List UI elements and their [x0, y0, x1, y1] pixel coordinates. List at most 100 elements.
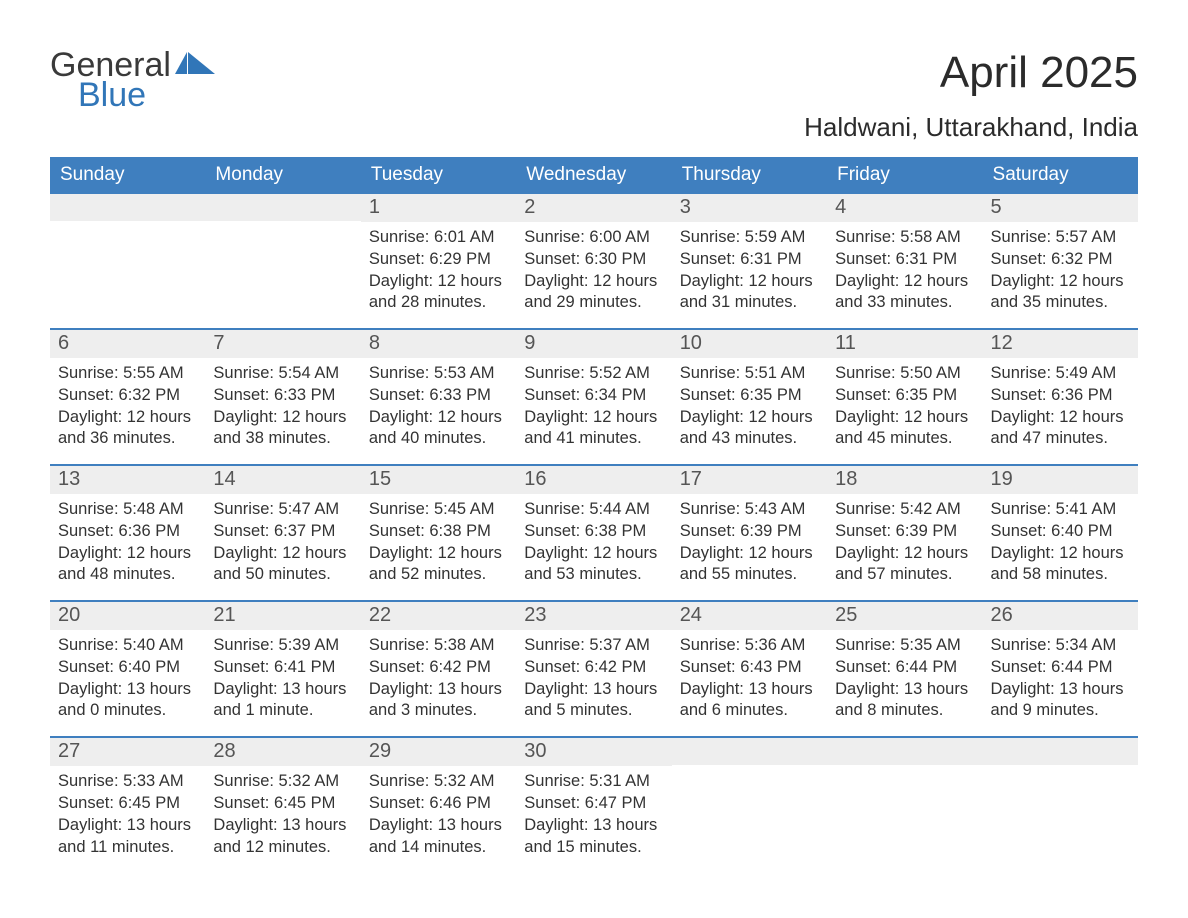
sunset-label: Sunset: 6:40 PM: [58, 657, 197, 679]
day-cell: 21Sunrise: 5:39 AMSunset: 6:41 PMDayligh…: [205, 602, 360, 736]
daylight-label: Daylight: 13 hours and 15 minutes.: [524, 815, 663, 859]
logo-flag-icon: [175, 52, 217, 82]
sunset-label: Sunset: 6:30 PM: [524, 249, 663, 271]
day-number: 24: [672, 602, 827, 630]
day-number: 29: [361, 738, 516, 766]
daylight-label: Daylight: 12 hours and 28 minutes.: [369, 271, 508, 315]
daylight-label: Daylight: 12 hours and 47 minutes.: [991, 407, 1130, 451]
col-wednesday: Wednesday: [516, 157, 671, 194]
sunset-label: Sunset: 6:39 PM: [680, 521, 819, 543]
day-cell: [50, 194, 205, 328]
sunset-label: Sunset: 6:45 PM: [213, 793, 352, 815]
day-body: Sunrise: 6:00 AMSunset: 6:30 PMDaylight:…: [516, 222, 671, 328]
sunrise-label: Sunrise: 5:31 AM: [524, 771, 663, 793]
day-number: [827, 738, 982, 765]
day-number: 1: [361, 194, 516, 222]
sunrise-label: Sunrise: 5:54 AM: [213, 363, 352, 385]
sunset-label: Sunset: 6:36 PM: [58, 521, 197, 543]
weekday-header-row: Sunday Monday Tuesday Wednesday Thursday…: [50, 157, 1138, 194]
day-number: 16: [516, 466, 671, 494]
sunrise-label: Sunrise: 5:55 AM: [58, 363, 197, 385]
sunset-label: Sunset: 6:32 PM: [991, 249, 1130, 271]
sunrise-label: Sunrise: 5:49 AM: [991, 363, 1130, 385]
day-number: 9: [516, 330, 671, 358]
day-number: [983, 738, 1138, 765]
daylight-label: Daylight: 12 hours and 43 minutes.: [680, 407, 819, 451]
sunrise-label: Sunrise: 5:39 AM: [213, 635, 352, 657]
sunset-label: Sunset: 6:44 PM: [835, 657, 974, 679]
col-monday: Monday: [205, 157, 360, 194]
sunset-label: Sunset: 6:42 PM: [369, 657, 508, 679]
day-body: Sunrise: 5:50 AMSunset: 6:35 PMDaylight:…: [827, 358, 982, 464]
day-body: Sunrise: 5:57 AMSunset: 6:32 PMDaylight:…: [983, 222, 1138, 328]
day-number: 14: [205, 466, 360, 494]
day-number: 30: [516, 738, 671, 766]
daylight-label: Daylight: 12 hours and 36 minutes.: [58, 407, 197, 451]
day-number: 10: [672, 330, 827, 358]
day-body: Sunrise: 5:36 AMSunset: 6:43 PMDaylight:…: [672, 630, 827, 736]
header-region: General Blue April 2025 Haldwani, Uttara…: [50, 48, 1138, 153]
sunrise-label: Sunrise: 5:43 AM: [680, 499, 819, 521]
sunrise-label: Sunrise: 5:32 AM: [369, 771, 508, 793]
sunrise-label: Sunrise: 5:53 AM: [369, 363, 508, 385]
day-body: Sunrise: 5:51 AMSunset: 6:35 PMDaylight:…: [672, 358, 827, 464]
week-row: 13Sunrise: 5:48 AMSunset: 6:36 PMDayligh…: [50, 464, 1138, 600]
day-number: 8: [361, 330, 516, 358]
day-body: Sunrise: 5:44 AMSunset: 6:38 PMDaylight:…: [516, 494, 671, 600]
sunset-label: Sunset: 6:33 PM: [369, 385, 508, 407]
col-thursday: Thursday: [672, 157, 827, 194]
daylight-label: Daylight: 12 hours and 55 minutes.: [680, 543, 819, 587]
day-cell: 3Sunrise: 5:59 AMSunset: 6:31 PMDaylight…: [672, 194, 827, 328]
day-cell: 14Sunrise: 5:47 AMSunset: 6:37 PMDayligh…: [205, 466, 360, 600]
day-cell: 25Sunrise: 5:35 AMSunset: 6:44 PMDayligh…: [827, 602, 982, 736]
sunset-label: Sunset: 6:31 PM: [680, 249, 819, 271]
day-body: Sunrise: 5:39 AMSunset: 6:41 PMDaylight:…: [205, 630, 360, 736]
day-body: Sunrise: 5:52 AMSunset: 6:34 PMDaylight:…: [516, 358, 671, 464]
daylight-label: Daylight: 12 hours and 29 minutes.: [524, 271, 663, 315]
daylight-label: Daylight: 13 hours and 11 minutes.: [58, 815, 197, 859]
day-number: 15: [361, 466, 516, 494]
sunrise-label: Sunrise: 5:38 AM: [369, 635, 508, 657]
day-number: 17: [672, 466, 827, 494]
sunset-label: Sunset: 6:38 PM: [524, 521, 663, 543]
sunrise-label: Sunrise: 5:32 AM: [213, 771, 352, 793]
day-cell: [983, 738, 1138, 872]
calendar: Sunday Monday Tuesday Wednesday Thursday…: [50, 157, 1138, 872]
day-body: Sunrise: 5:47 AMSunset: 6:37 PMDaylight:…: [205, 494, 360, 600]
day-body: Sunrise: 6:01 AMSunset: 6:29 PMDaylight:…: [361, 222, 516, 328]
day-cell: 11Sunrise: 5:50 AMSunset: 6:35 PMDayligh…: [827, 330, 982, 464]
sunrise-label: Sunrise: 5:41 AM: [991, 499, 1130, 521]
day-cell: 18Sunrise: 5:42 AMSunset: 6:39 PMDayligh…: [827, 466, 982, 600]
day-number: 3: [672, 194, 827, 222]
sunset-label: Sunset: 6:35 PM: [680, 385, 819, 407]
sunset-label: Sunset: 6:45 PM: [58, 793, 197, 815]
col-tuesday: Tuesday: [361, 157, 516, 194]
day-number: 28: [205, 738, 360, 766]
day-body: Sunrise: 5:43 AMSunset: 6:39 PMDaylight:…: [672, 494, 827, 600]
sunset-label: Sunset: 6:47 PM: [524, 793, 663, 815]
sunrise-label: Sunrise: 5:59 AM: [680, 227, 819, 249]
day-cell: [672, 738, 827, 872]
day-cell: 4Sunrise: 5:58 AMSunset: 6:31 PMDaylight…: [827, 194, 982, 328]
sunset-label: Sunset: 6:31 PM: [835, 249, 974, 271]
day-number: 2: [516, 194, 671, 222]
sunrise-label: Sunrise: 5:47 AM: [213, 499, 352, 521]
daylight-label: Daylight: 13 hours and 3 minutes.: [369, 679, 508, 723]
location-label: Haldwani, Uttarakhand, India: [804, 112, 1138, 143]
daylight-label: Daylight: 12 hours and 33 minutes.: [835, 271, 974, 315]
col-saturday: Saturday: [983, 157, 1138, 194]
day-body: Sunrise: 5:32 AMSunset: 6:46 PMDaylight:…: [361, 766, 516, 872]
day-cell: 24Sunrise: 5:36 AMSunset: 6:43 PMDayligh…: [672, 602, 827, 736]
day-body: Sunrise: 5:31 AMSunset: 6:47 PMDaylight:…: [516, 766, 671, 872]
daylight-label: Daylight: 12 hours and 41 minutes.: [524, 407, 663, 451]
day-cell: 12Sunrise: 5:49 AMSunset: 6:36 PMDayligh…: [983, 330, 1138, 464]
sunset-label: Sunset: 6:46 PM: [369, 793, 508, 815]
week-row: 20Sunrise: 5:40 AMSunset: 6:40 PMDayligh…: [50, 600, 1138, 736]
day-number: 13: [50, 466, 205, 494]
logo: General Blue: [50, 48, 217, 115]
day-cell: 1Sunrise: 6:01 AMSunset: 6:29 PMDaylight…: [361, 194, 516, 328]
sunset-label: Sunset: 6:43 PM: [680, 657, 819, 679]
sunrise-label: Sunrise: 5:45 AM: [369, 499, 508, 521]
title-block: April 2025 Haldwani, Uttarakhand, India: [804, 48, 1138, 153]
sunset-label: Sunset: 6:37 PM: [213, 521, 352, 543]
